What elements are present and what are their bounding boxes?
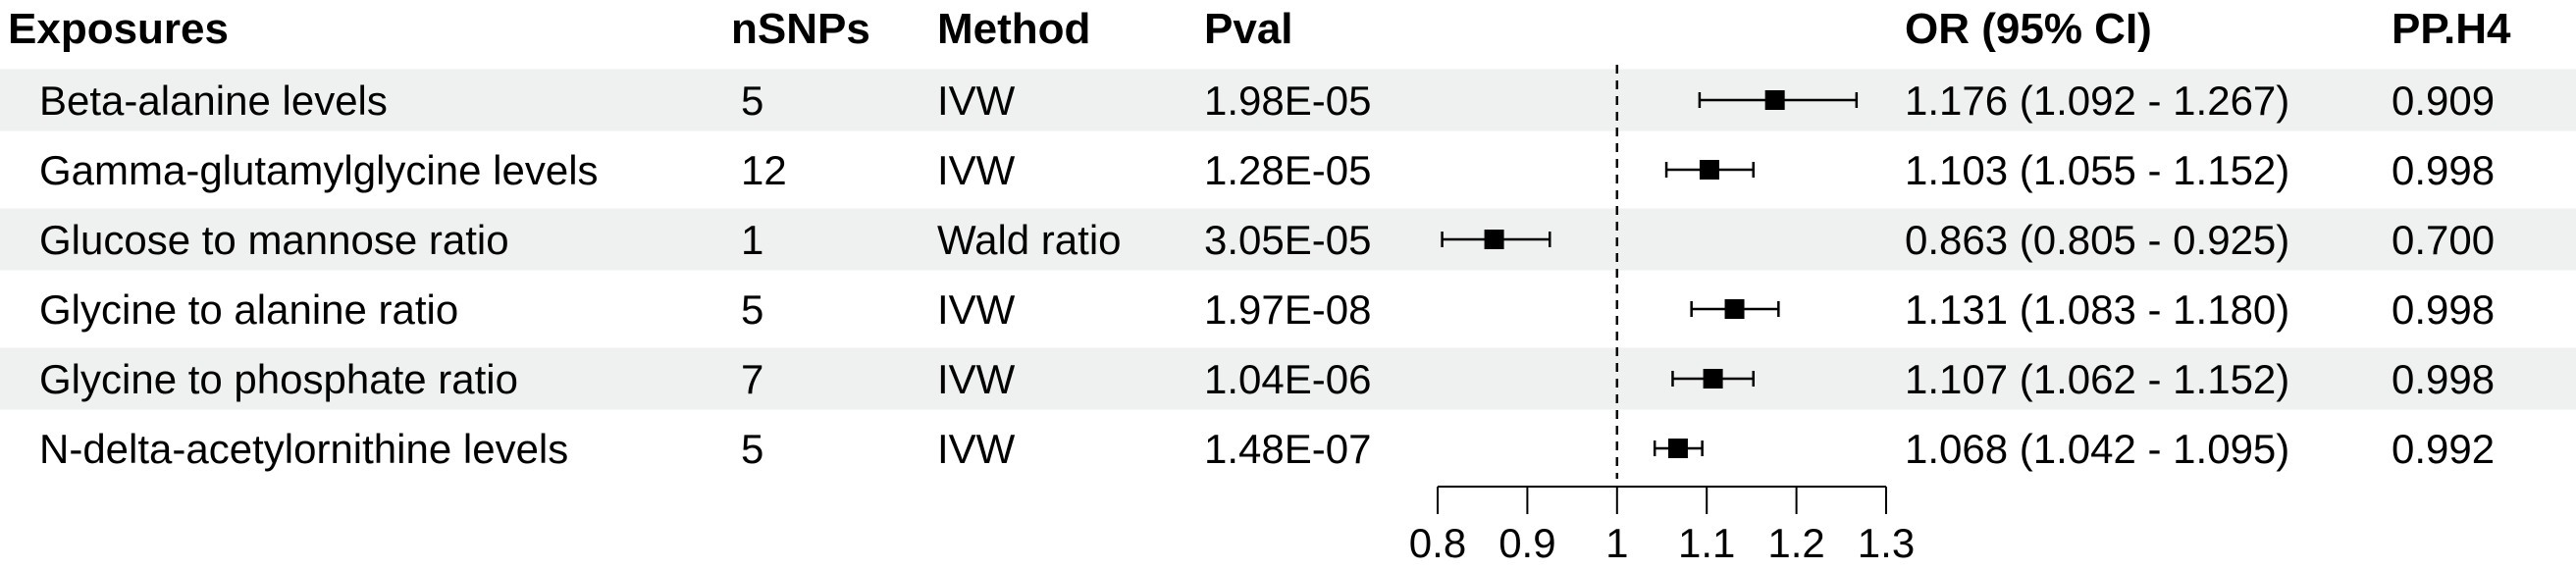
point-estimate	[1484, 230, 1504, 249]
x-tick-label: 1.2	[1767, 520, 1824, 566]
cell-pval: 1.04E-06	[1204, 356, 1371, 402]
point-estimate	[1724, 299, 1745, 319]
cell-pval: 1.97E-08	[1204, 286, 1371, 333]
cell-method: IVW	[937, 426, 1016, 472]
cell-nsnps: 1	[741, 217, 763, 263]
header-pp-h4: PP.H4	[2392, 5, 2511, 53]
cell-nsnps: 5	[741, 78, 763, 124]
cell-or-text: 1.176 (1.092 - 1.267)	[1905, 78, 2289, 124]
cell-nsnps: 5	[741, 286, 763, 333]
x-tick-label: 1	[1605, 520, 1628, 566]
cell-nsnps: 12	[741, 147, 787, 193]
cell-pph4: 0.998	[2392, 356, 2495, 402]
header-row: Exposures nSNPs Method Pval OR (95% CI) …	[8, 5, 2511, 53]
x-tick-label: 0.8	[1409, 520, 1466, 566]
cell-method: Wald ratio	[937, 217, 1122, 263]
cell-exposure: Glucose to mannose ratio	[39, 217, 509, 263]
row-stripes	[0, 69, 2576, 410]
row-stripe	[0, 69, 2576, 131]
cell-method: IVW	[937, 78, 1016, 124]
cell-exposure: Glycine to alanine ratio	[39, 286, 458, 333]
cell-or-text: 1.107 (1.062 - 1.152)	[1905, 356, 2289, 402]
cell-pph4: 0.998	[2392, 147, 2495, 193]
cell-method: IVW	[937, 147, 1016, 193]
cell-or-text: 1.068 (1.042 - 1.095)	[1905, 426, 2289, 472]
point-estimate	[1764, 90, 1785, 110]
cell-pph4: 0.909	[2392, 78, 2495, 124]
cell-pph4: 0.700	[2392, 217, 2495, 263]
cell-exposure: N-delta-acetylornithine levels	[39, 426, 568, 472]
x-tick-label: 1.3	[1858, 520, 1915, 566]
cell-pval: 1.48E-07	[1204, 426, 1371, 472]
point-estimate	[1667, 439, 1688, 458]
cell-method: IVW	[937, 356, 1016, 402]
x-tick-label: 1.1	[1678, 520, 1735, 566]
cell-pph4: 0.992	[2392, 426, 2495, 472]
header-nsnps: nSNPs	[731, 5, 870, 53]
row-stripe	[0, 347, 2576, 410]
point-estimate	[1699, 160, 1719, 180]
header-pval: Pval	[1204, 5, 1293, 53]
point-estimate	[1703, 369, 1723, 389]
cell-nsnps: 7	[741, 356, 763, 402]
header-method: Method	[937, 5, 1090, 53]
cell-or-text: 1.131 (1.083 - 1.180)	[1905, 286, 2289, 333]
header-or-ci: OR (95% CI)	[1905, 5, 2152, 53]
cell-method: IVW	[937, 286, 1016, 333]
cell-exposure: Glycine to phosphate ratio	[39, 356, 518, 402]
cell-pval: 3.05E-05	[1204, 217, 1371, 263]
cell-exposure: Beta-alanine levels	[39, 78, 388, 124]
header-exposures: Exposures	[8, 5, 229, 53]
table-cells: Beta-alanine levels 5 IVW 1.98E-05 1.176 (1.…	[39, 78, 2495, 472]
cell-pph4: 0.998	[2392, 286, 2495, 333]
row-stripe	[0, 208, 2576, 271]
forest-plot-area	[1441, 65, 1859, 479]
cell-pval: 1.28E-05	[1204, 147, 1371, 193]
cell-or-text: 1.103 (1.055 - 1.152)	[1905, 147, 2289, 193]
cell-exposure: Gamma-glutamylglycine levels	[39, 147, 599, 193]
cell-or-text: 0.863 (0.805 - 0.925)	[1905, 217, 2289, 263]
cell-nsnps: 5	[741, 426, 763, 472]
x-tick-label: 0.9	[1498, 520, 1555, 566]
x-axis: 0.8 0.9 1 1.1 1.2 1.3	[1409, 486, 1915, 566]
cell-pval: 1.98E-05	[1204, 78, 1371, 124]
